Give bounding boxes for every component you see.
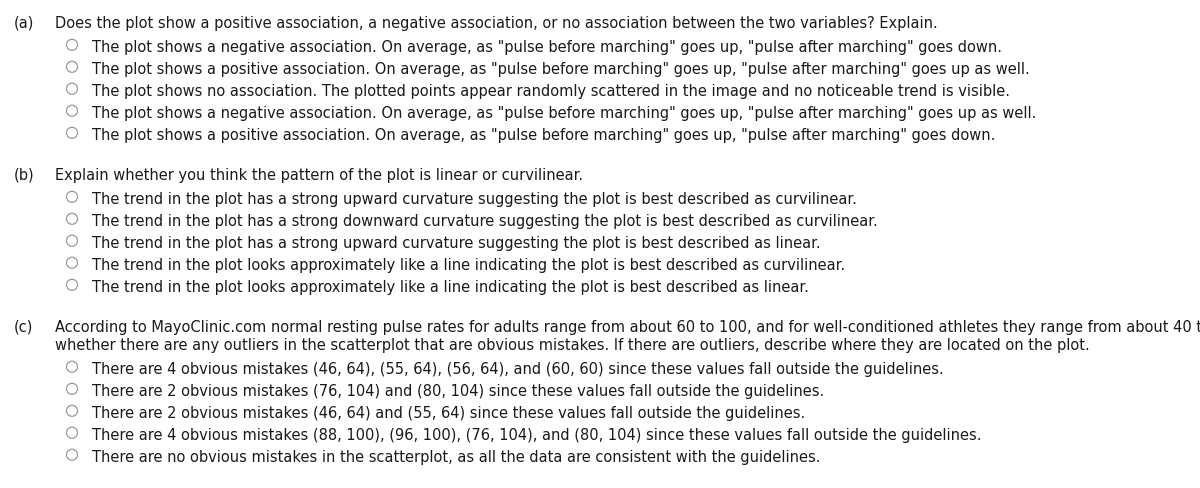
Text: There are 4 obvious mistakes (46, 64), (55, 64), (56, 64), and (60, 60) since th: There are 4 obvious mistakes (46, 64), (… xyxy=(92,361,943,376)
Circle shape xyxy=(66,62,78,73)
Text: The trend in the plot has a strong upward curvature suggesting the plot is best : The trend in the plot has a strong upwar… xyxy=(92,236,821,250)
Circle shape xyxy=(66,427,78,438)
Text: (b): (b) xyxy=(14,168,35,183)
Text: The trend in the plot has a strong downward curvature suggesting the plot is bes: The trend in the plot has a strong downw… xyxy=(92,214,877,228)
Text: The plot shows a negative association. On average, as "pulse before marching" go: The plot shows a negative association. O… xyxy=(92,106,1037,121)
Text: Explain whether you think the pattern of the plot is linear or curvilinear.: Explain whether you think the pattern of… xyxy=(55,168,583,183)
Text: The plot shows a positive association. On average, as "pulse before marching" go: The plot shows a positive association. O… xyxy=(92,128,995,142)
Text: The trend in the plot looks approximately like a line indicating the plot is bes: The trend in the plot looks approximatel… xyxy=(92,280,809,294)
Circle shape xyxy=(66,449,78,460)
Text: The plot shows no association. The plotted points appear randomly scattered in t: The plot shows no association. The plott… xyxy=(92,84,1010,99)
Text: There are 4 obvious mistakes (88, 100), (96, 100), (76, 104), and (80, 104) sinc: There are 4 obvious mistakes (88, 100), … xyxy=(92,427,982,442)
Text: Does the plot show a positive association, a negative association, or no associa: Does the plot show a positive associatio… xyxy=(55,16,937,31)
Circle shape xyxy=(66,84,78,95)
Text: (c): (c) xyxy=(14,319,34,334)
Text: The trend in the plot looks approximately like a line indicating the plot is bes: The trend in the plot looks approximatel… xyxy=(92,258,845,272)
Circle shape xyxy=(66,258,78,269)
Text: According to MayoClinic.com normal resting pulse rates for adults range from abo: According to MayoClinic.com normal resti… xyxy=(55,319,1200,334)
Text: (a): (a) xyxy=(14,16,35,31)
Circle shape xyxy=(66,280,78,291)
Circle shape xyxy=(66,192,78,203)
Circle shape xyxy=(66,128,78,139)
Circle shape xyxy=(66,362,78,372)
Text: The plot shows a positive association. On average, as "pulse before marching" go: The plot shows a positive association. O… xyxy=(92,62,1030,77)
Circle shape xyxy=(66,384,78,394)
Text: There are no obvious mistakes in the scatterplot, as all the data are consistent: There are no obvious mistakes in the sca… xyxy=(92,449,821,464)
Text: There are 2 obvious mistakes (76, 104) and (80, 104) since these values fall out: There are 2 obvious mistakes (76, 104) a… xyxy=(92,383,824,398)
Circle shape xyxy=(66,406,78,416)
Text: The plot shows a negative association. On average, as "pulse before marching" go: The plot shows a negative association. O… xyxy=(92,40,1002,55)
Circle shape xyxy=(66,236,78,247)
Circle shape xyxy=(66,214,78,225)
Circle shape xyxy=(66,40,78,51)
Text: The trend in the plot has a strong upward curvature suggesting the plot is best : The trend in the plot has a strong upwar… xyxy=(92,192,857,206)
Text: There are 2 obvious mistakes (46, 64) and (55, 64) since these values fall outsi: There are 2 obvious mistakes (46, 64) an… xyxy=(92,405,805,420)
Circle shape xyxy=(66,106,78,117)
Text: whether there are any outliers in the scatterplot that are obvious mistakes. If : whether there are any outliers in the sc… xyxy=(55,337,1090,352)
